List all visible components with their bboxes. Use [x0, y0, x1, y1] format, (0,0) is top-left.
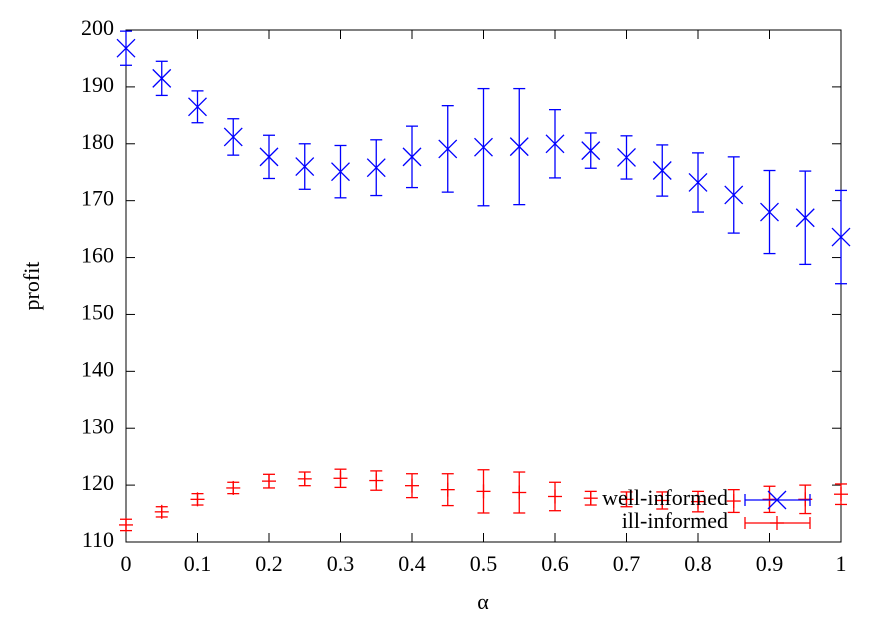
marker-stroke: [795, 208, 815, 228]
point-marker: [154, 504, 169, 519]
legend-label: ill-informed: [622, 508, 728, 533]
legend-label: well-informed: [602, 485, 728, 510]
y-tick-label: 150: [81, 299, 114, 324]
point-marker: [366, 158, 386, 178]
point-marker: [223, 127, 243, 147]
point-marker: [770, 516, 784, 530]
point-marker: [724, 185, 744, 205]
point-marker: [619, 492, 634, 507]
marker-stroke: [366, 158, 386, 178]
x-tick-label: 0.5: [470, 551, 498, 576]
x-tick-label: 0.7: [613, 551, 641, 576]
marker-stroke: [652, 161, 672, 180]
y-tick-label: 170: [81, 186, 114, 211]
x-tick-label: 0.8: [684, 551, 712, 576]
marker-stroke: [509, 137, 529, 157]
point-marker: [474, 137, 493, 157]
marker-stroke: [767, 490, 787, 510]
point-marker: [767, 490, 787, 510]
x-axis-label: α: [477, 589, 489, 614]
point-marker: [402, 147, 422, 167]
marker-stroke: [331, 162, 350, 182]
point-marker: [116, 38, 136, 58]
point-marker: [548, 489, 562, 504]
marker-stroke: [402, 147, 422, 167]
marker-stroke: [188, 97, 207, 117]
point-marker: [440, 482, 455, 497]
x-tick-label: 0.2: [255, 551, 283, 576]
y-tick-label: 140: [81, 356, 114, 381]
point-marker: [617, 147, 636, 167]
marker-stroke: [617, 147, 636, 167]
marker-stroke: [152, 68, 172, 88]
point-marker: [333, 471, 348, 486]
point-marker: [652, 161, 672, 180]
point-marker: [545, 134, 565, 154]
point-marker: [438, 139, 458, 159]
point-marker: [760, 202, 779, 222]
point-marker: [297, 471, 312, 486]
y-tick-label: 160: [81, 243, 114, 268]
point-marker: [188, 97, 207, 117]
point-marker: [583, 491, 598, 506]
point-marker: [762, 492, 777, 507]
point-marker: [655, 493, 670, 508]
marker-stroke: [581, 141, 601, 161]
marker-stroke: [688, 173, 708, 192]
point-marker: [226, 480, 241, 495]
point-marker: [509, 137, 529, 157]
x-tick-label: 0.6: [541, 551, 569, 576]
marker-stroke: [474, 137, 493, 157]
point-marker: [512, 485, 527, 500]
point-marker: [831, 227, 851, 247]
marker-stroke: [223, 127, 243, 147]
marker-stroke: [545, 134, 565, 154]
point-marker: [688, 173, 708, 192]
point-marker: [581, 141, 601, 161]
x-tick-label: 0.4: [398, 551, 426, 576]
point-marker: [476, 484, 491, 499]
x-tick-label: 1: [836, 551, 847, 576]
x-tick-label: 0.3: [327, 551, 355, 576]
marker-stroke: [295, 157, 315, 176]
x-tick-label: 0.9: [756, 551, 784, 576]
point-marker: [405, 478, 419, 493]
point-marker: [262, 474, 276, 489]
marker-stroke: [259, 147, 279, 167]
point-marker: [691, 494, 705, 509]
y-tick-label: 180: [81, 129, 114, 154]
y-tick-label: 110: [82, 527, 114, 552]
point-marker: [152, 68, 172, 88]
point-marker: [726, 494, 741, 509]
marker-stroke: [760, 202, 779, 222]
x-tick-label: 0.1: [184, 551, 212, 576]
point-marker: [190, 492, 205, 507]
y-axis-label: profit: [19, 262, 44, 311]
y-tick-label: 120: [81, 470, 114, 495]
y-tick-label: 190: [81, 72, 114, 97]
y-tick-label: 200: [81, 15, 114, 40]
marker-stroke: [116, 38, 136, 58]
marker-stroke: [724, 185, 744, 205]
point-marker: [295, 157, 315, 176]
point-marker: [331, 162, 350, 182]
point-marker: [834, 487, 848, 502]
marker-stroke: [438, 139, 458, 159]
point-marker: [119, 517, 133, 532]
x-tick-label: 0: [121, 551, 132, 576]
point-marker: [369, 473, 384, 488]
y-tick-label: 130: [81, 413, 114, 438]
point-marker: [259, 147, 279, 167]
point-marker: [795, 208, 815, 228]
marker-stroke: [831, 227, 851, 247]
